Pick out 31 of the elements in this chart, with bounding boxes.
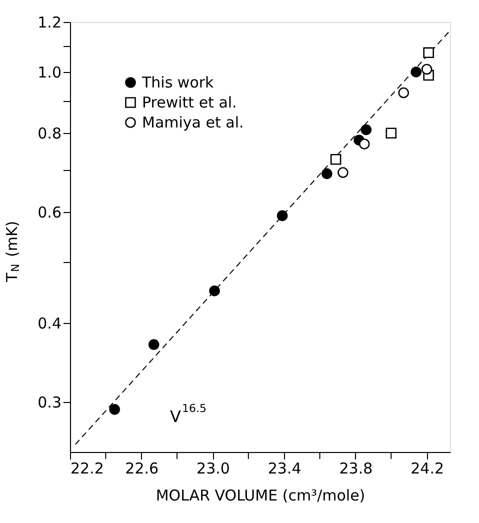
point [148,339,160,350]
point [398,87,410,98]
legend-label: This work [141,74,214,92]
point [276,210,288,222]
x-tick-label: 23.4 [268,460,302,478]
y-tick-label: 1.0 [38,63,62,82]
point [338,167,348,178]
point [109,404,120,415]
y-axis-title: TN (mK) [3,220,22,283]
y-tick-label: 0.8 [38,124,62,143]
point [330,154,342,165]
y-tick-label: 0.6 [38,204,62,222]
x-tick-label: 23.0 [196,460,230,478]
legend-label: Mamiya et al. [142,114,244,132]
x-tick-label: 24.2 [410,460,444,478]
point [423,47,434,58]
legend-label: Prewitt et al. [142,94,237,112]
x-tick-label: 23.8 [339,460,373,478]
point [360,124,372,136]
x-tick-label: 22.2 [70,460,104,478]
x-tick-label: 22.6 [125,460,159,478]
y-tick-label: 0.3 [38,394,62,412]
point [410,66,422,78]
point [358,138,370,150]
y-tick-label: 0.4 [38,314,62,333]
x-axis-title: MOLAR VOLUME (cm³/mole) [156,486,366,504]
y-tick-label: 1.2 [38,14,62,32]
point [209,285,220,296]
point [322,168,332,180]
point [386,128,397,139]
point [421,64,432,75]
